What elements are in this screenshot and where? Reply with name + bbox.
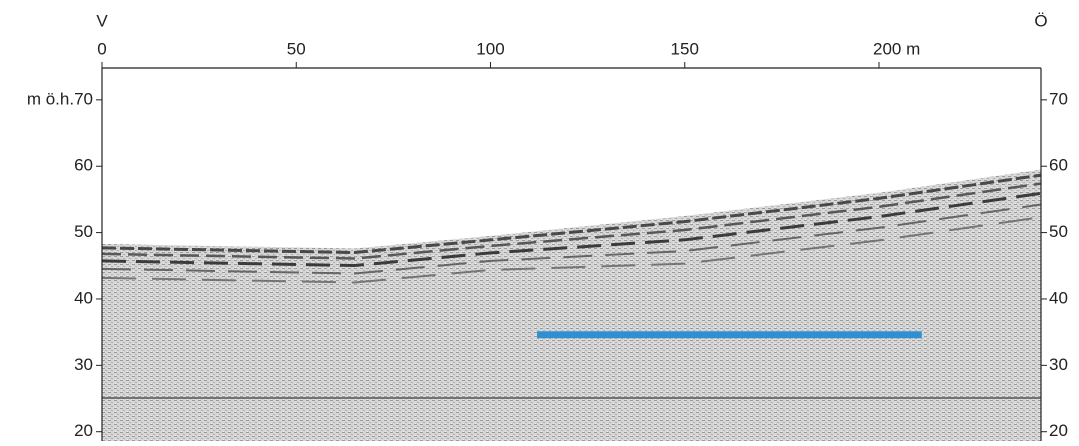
y-tick-label: 60: [74, 156, 93, 175]
x-tick-label: 150: [671, 39, 699, 58]
y2-tick-label: 50: [1049, 222, 1068, 241]
radargram: [102, 170, 1041, 441]
y-tick-label: m ö.h.70: [27, 89, 93, 108]
y-tick-label: 40: [74, 288, 93, 307]
right-label: Ö: [1034, 11, 1047, 30]
x-tick-label: 200 m: [873, 39, 920, 58]
y2-tick-label: 40: [1049, 288, 1068, 307]
y2-tick-label: 30: [1049, 355, 1068, 374]
chart: V Ö 0 50 100 150 200 m 20 30 40 50 60 m ö.h.70 20 30…: [0, 0, 1079, 441]
y-tick-label: 50: [74, 222, 93, 241]
x-tick-label: 50: [287, 39, 306, 58]
left-label: V: [96, 11, 108, 30]
y-tick-label: 30: [74, 355, 93, 374]
y-tick-label: 20: [74, 421, 93, 440]
x-tick-label: 0: [97, 39, 106, 58]
y2-tick-label: 60: [1049, 156, 1068, 175]
x-tick-label: 100: [476, 39, 504, 58]
y2-tick-label: 70: [1049, 89, 1068, 108]
y2-tick-label: 20: [1049, 421, 1068, 440]
